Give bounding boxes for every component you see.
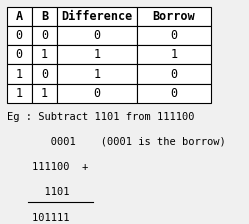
Text: B: B [41, 10, 48, 23]
FancyBboxPatch shape [57, 65, 137, 84]
FancyBboxPatch shape [57, 84, 137, 103]
Text: 1: 1 [41, 48, 48, 61]
FancyBboxPatch shape [32, 6, 57, 26]
Text: 1: 1 [94, 48, 101, 61]
FancyBboxPatch shape [57, 45, 137, 65]
Text: 0: 0 [94, 87, 101, 100]
FancyBboxPatch shape [6, 26, 32, 45]
FancyBboxPatch shape [32, 45, 57, 65]
FancyBboxPatch shape [6, 84, 32, 103]
Text: 1: 1 [94, 68, 101, 81]
Text: 111100  +: 111100 + [6, 162, 88, 172]
Text: Difference: Difference [62, 10, 133, 23]
FancyBboxPatch shape [32, 84, 57, 103]
Text: 0: 0 [171, 68, 178, 81]
Text: 1101: 1101 [6, 187, 69, 197]
Text: 0: 0 [94, 29, 101, 42]
Text: 1: 1 [16, 87, 23, 100]
Text: 0: 0 [171, 29, 178, 42]
FancyBboxPatch shape [137, 6, 211, 26]
FancyBboxPatch shape [137, 45, 211, 65]
Text: 0: 0 [16, 29, 23, 42]
FancyBboxPatch shape [137, 65, 211, 84]
FancyBboxPatch shape [6, 6, 32, 26]
Text: 0: 0 [41, 68, 48, 81]
Text: 0: 0 [171, 87, 178, 100]
FancyBboxPatch shape [137, 84, 211, 103]
Text: 0: 0 [16, 48, 23, 61]
Text: 1: 1 [41, 87, 48, 100]
FancyBboxPatch shape [32, 26, 57, 45]
Text: Eg : Subtract 1101 from 111100: Eg : Subtract 1101 from 111100 [6, 112, 194, 122]
FancyBboxPatch shape [137, 26, 211, 45]
FancyBboxPatch shape [6, 65, 32, 84]
FancyBboxPatch shape [6, 45, 32, 65]
FancyBboxPatch shape [57, 26, 137, 45]
Text: A: A [16, 10, 23, 23]
FancyBboxPatch shape [32, 65, 57, 84]
Text: 1: 1 [171, 48, 178, 61]
Text: Borrow: Borrow [153, 10, 195, 23]
Text: 101111: 101111 [6, 213, 69, 223]
Text: 0001    (0001 is the borrow): 0001 (0001 is the borrow) [6, 137, 225, 147]
FancyBboxPatch shape [57, 6, 137, 26]
Text: 1: 1 [16, 68, 23, 81]
Text: 0: 0 [41, 29, 48, 42]
